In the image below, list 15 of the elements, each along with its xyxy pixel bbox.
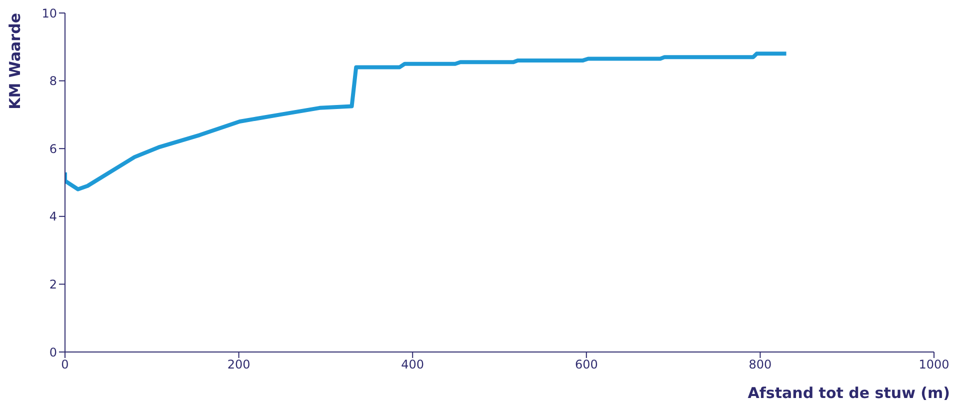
y-tick-label: 4 [49, 210, 57, 224]
y-tick-label: 2 [49, 277, 57, 292]
x-tick-label: 1000 [918, 358, 950, 372]
y-axis-title: KM Waarde [6, 13, 24, 110]
x-axis-title: Afstand tot de stuw (m) [748, 384, 950, 402]
line-series [65, 52, 788, 192]
x-tick-label: 200 [227, 358, 250, 372]
x-tick-label: 0 [61, 358, 69, 372]
y-tick-label: 6 [49, 142, 57, 156]
x-tick-label: 600 [574, 358, 598, 372]
y-tick-label: 10 [42, 6, 57, 20]
y-tick-label: 8 [49, 74, 57, 88]
x-tick-label: 800 [748, 358, 772, 372]
y-tick-label: 0 [49, 345, 57, 360]
x-tick-label: 400 [401, 358, 424, 372]
